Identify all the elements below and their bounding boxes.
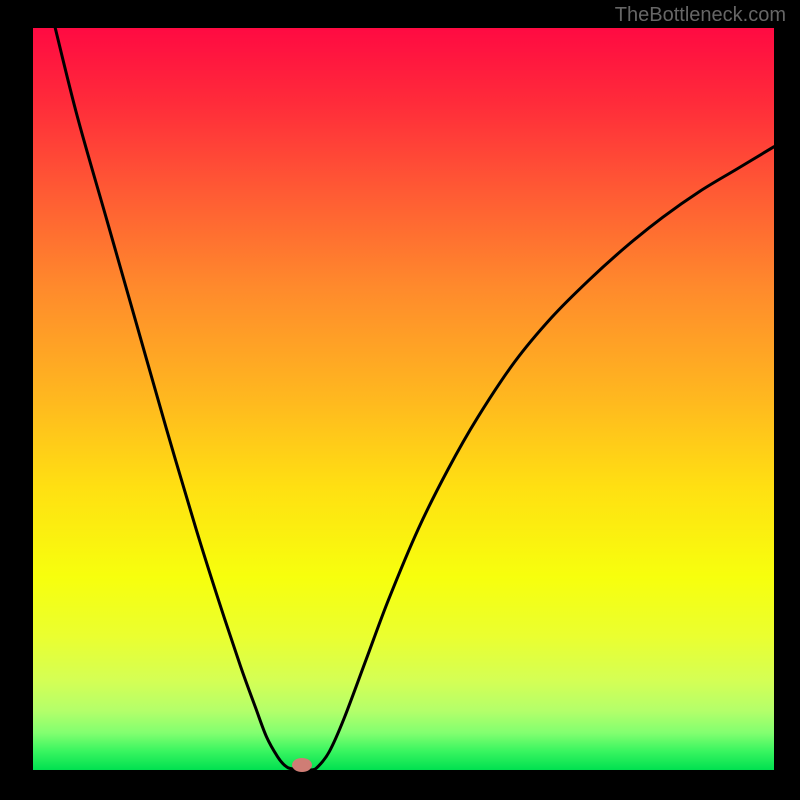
bottleneck-curve-line <box>55 28 774 770</box>
optimum-marker <box>292 758 312 772</box>
watermark-text: TheBottleneck.com <box>615 4 786 27</box>
chart-curve-layer <box>33 28 774 770</box>
chart-plot-area <box>33 28 774 770</box>
